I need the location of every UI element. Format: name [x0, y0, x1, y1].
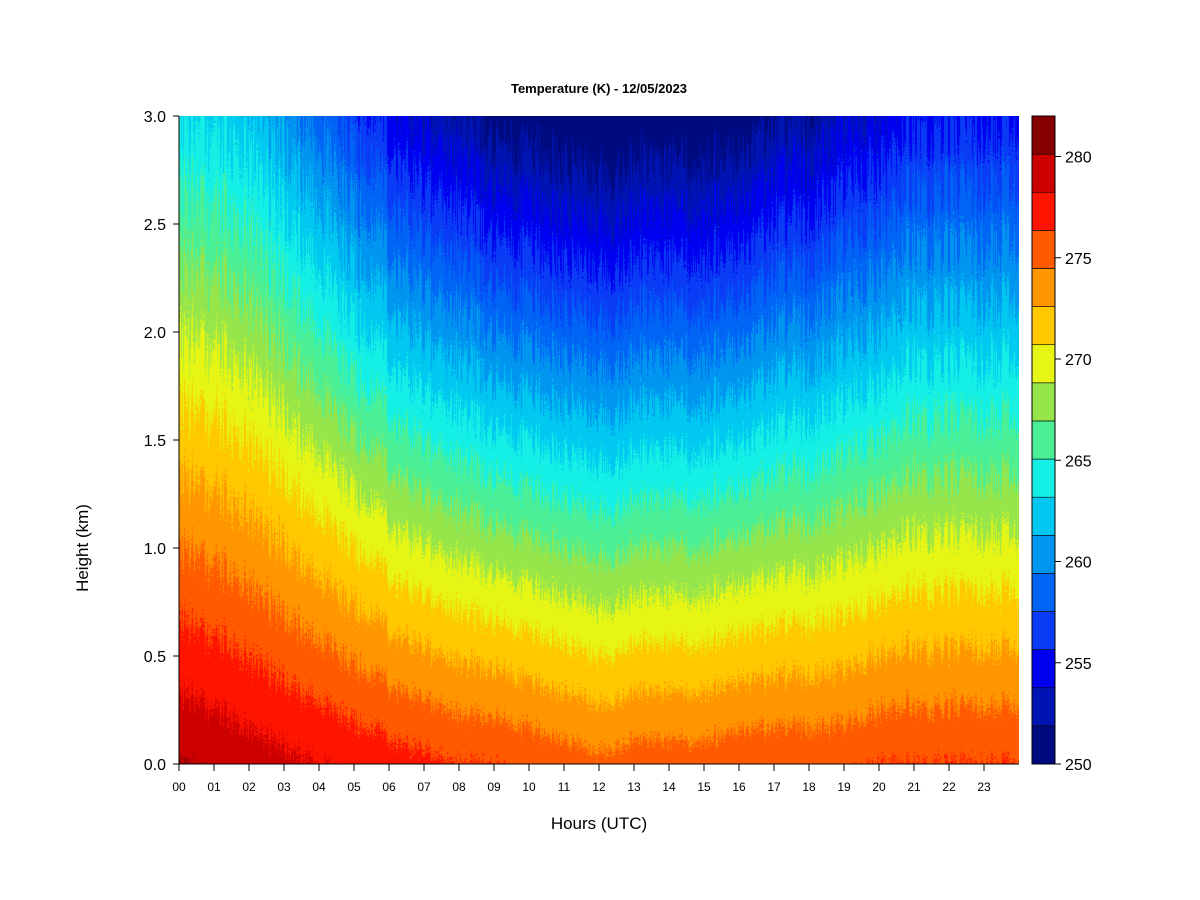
colorbar-bin — [1031, 496, 1056, 536]
x-tick-label: 08 — [452, 780, 466, 794]
x-tick-label: 03 — [277, 780, 291, 794]
x-tick-label: 21 — [907, 780, 921, 794]
colorbar-bin — [1031, 534, 1056, 574]
colorbar-tick-label: 270 — [1065, 352, 1092, 369]
x-tick-label: 22 — [942, 780, 956, 794]
y-tick-label: 2.5 — [144, 217, 166, 234]
y-tick-label: 1.5 — [144, 433, 166, 450]
chart-title: Temperature (K) - 12/05/2023 — [511, 81, 687, 96]
y-tick-label: 3.0 — [144, 109, 166, 126]
x-tick-label: 06 — [382, 780, 396, 794]
colorbar-bin — [1031, 153, 1056, 193]
x-tick-label: 11 — [558, 780, 571, 794]
colorbar-bin — [1031, 687, 1056, 727]
colorbar-bin — [1031, 268, 1056, 307]
y-tick-label: 0.0 — [144, 757, 166, 774]
colorbar-bin — [1031, 420, 1056, 460]
x-tick-label: 23 — [977, 780, 991, 794]
x-tick-label: 15 — [697, 780, 711, 794]
x-tick-label: 20 — [872, 780, 886, 794]
colorbar-bin — [1031, 344, 1056, 384]
x-tick-label: 13 — [627, 780, 641, 794]
colorbar-bin — [1031, 611, 1056, 650]
colorbar-tick-label: 280 — [1065, 150, 1092, 167]
x-axis: 00 01 02 03 04 05 06 07 08 09 10 11 12 13 14 15 16 17 18 19… — [172, 763, 1019, 794]
y-tick-label: 0.5 — [144, 649, 166, 666]
x-tick-label: 09 — [487, 780, 501, 794]
colorbar-tick-label: 260 — [1065, 555, 1092, 572]
colorbar-bin — [1031, 725, 1056, 765]
x-axis-label: Hours (UTC) — [551, 814, 647, 833]
colorbar-bin — [1031, 191, 1056, 231]
colorbar-bin — [1031, 573, 1056, 612]
y-tick-label: 1.0 — [144, 541, 166, 558]
x-tick-label: 07 — [417, 780, 431, 794]
x-tick-label: 10 — [522, 780, 536, 794]
x-tick-label: 17 — [767, 780, 781, 794]
colorbar-tick-label: 255 — [1065, 656, 1092, 673]
colorbar-bin — [1031, 230, 1056, 269]
y-tick-label: 2.0 — [144, 325, 166, 342]
colorbar-bin — [1031, 115, 1056, 155]
x-tick-label: 14 — [662, 780, 676, 794]
x-tick-label: 16 — [732, 780, 746, 794]
colorbar-bin — [1031, 382, 1056, 422]
x-tick-label: 18 — [802, 780, 816, 794]
x-tick-label: 00 — [172, 780, 186, 794]
heatmap — [179, 116, 1019, 764]
colorbar-tick-label: 275 — [1065, 251, 1092, 268]
colorbar-tick-label: 250 — [1065, 757, 1092, 774]
colorbar: 250 255 260 265 270 275 280 — [1031, 115, 1092, 774]
colorbar-tick-label: 265 — [1065, 453, 1092, 470]
x-tick-label: 19 — [837, 780, 851, 794]
colorbar-bin — [1031, 649, 1056, 689]
colorbar-bin — [1031, 306, 1056, 346]
x-tick-label: 12 — [592, 780, 606, 794]
x-tick-label: 02 — [242, 780, 256, 794]
y-axis: 0.0 0.5 1.0 1.5 2.0 2.5 3.0 — [144, 109, 180, 774]
heatmap-image — [179, 116, 1019, 764]
y-axis-label: Height (km) — [73, 504, 92, 592]
colorbar-bin — [1031, 458, 1056, 498]
x-tick-label: 05 — [347, 780, 361, 794]
colorbar-frame — [1031, 115, 1056, 765]
x-tick-label: 04 — [312, 780, 326, 794]
x-tick-label: 01 — [207, 780, 221, 794]
